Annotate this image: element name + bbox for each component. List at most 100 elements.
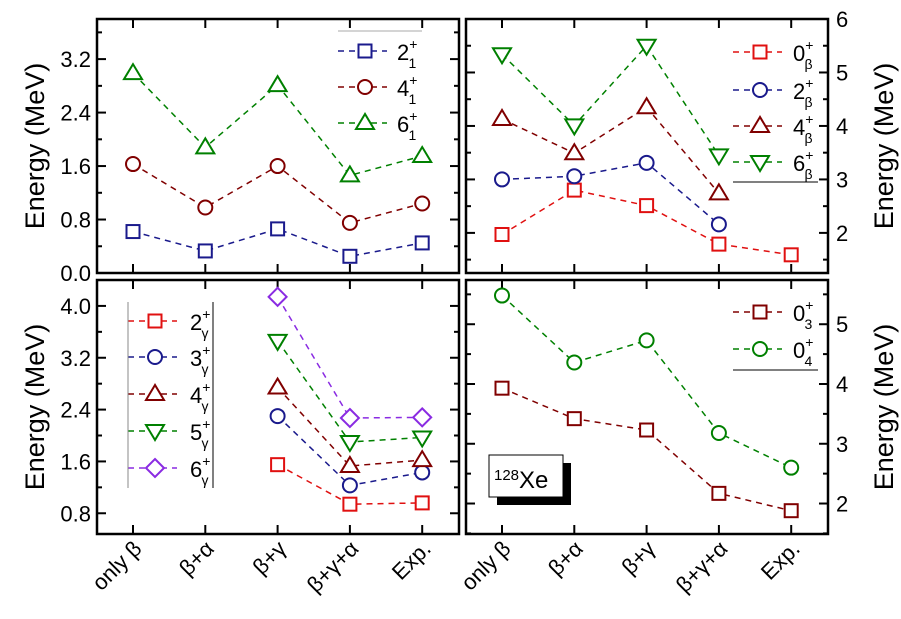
legend-label: 0+ 3 <box>793 297 813 332</box>
legend-label-sub: γ <box>201 398 208 414</box>
legend-label-sup: + <box>202 342 210 358</box>
data-point <box>270 221 286 237</box>
x-tick-label: β+γ+α <box>671 536 733 598</box>
legend-label-j: 4 <box>793 115 805 140</box>
legend-marker <box>357 79 373 95</box>
x-tick-label: only β <box>87 536 146 595</box>
legend-label: 2+ β <box>793 75 813 110</box>
legend-label-j: 6 <box>190 457 202 482</box>
legend-marker <box>147 349 163 365</box>
data-point <box>711 236 727 252</box>
data-point <box>269 408 286 425</box>
data-point <box>638 332 655 349</box>
x-tick-label: only β <box>456 536 515 595</box>
y-tick-label: 1.6 <box>60 449 91 474</box>
data-point <box>494 171 510 188</box>
y-tick-label: 3.2 <box>60 346 91 371</box>
legend-label: 4+ β <box>793 111 813 146</box>
data-point <box>270 457 286 473</box>
series-line <box>501 44 720 156</box>
series-03 <box>494 380 799 519</box>
y-tick-label: 2.4 <box>60 398 91 423</box>
data-point <box>122 62 144 81</box>
data-point <box>339 434 361 453</box>
data-point <box>339 407 361 429</box>
legend-marker <box>144 457 166 479</box>
data-point <box>125 224 141 240</box>
series-line <box>501 106 720 194</box>
data-point <box>339 164 361 183</box>
data-point <box>563 118 586 137</box>
legend-label-sup: + <box>805 75 813 91</box>
series-6γ <box>267 286 433 429</box>
legend-label-j: 2 <box>190 310 202 335</box>
y-tick-label: 4.0 <box>60 294 91 319</box>
series-line <box>276 296 423 419</box>
y-axis-title: Energy (MeV) <box>869 63 899 230</box>
legend-label-j: 6 <box>793 151 805 176</box>
legend-label: 6+ 1 <box>397 108 417 143</box>
legend-label-sub: β <box>804 166 812 182</box>
legend-marker <box>147 313 163 329</box>
legend-marker <box>357 43 373 59</box>
mass-number: 128 <box>494 467 519 484</box>
series-2γ <box>270 457 430 512</box>
series-5γ <box>266 333 433 453</box>
label-frame <box>488 454 564 498</box>
legend-marker <box>144 424 166 442</box>
data-point <box>494 380 510 396</box>
y-tick-label: 2 <box>836 221 848 246</box>
legend-marker <box>749 155 771 173</box>
y-tick-label: 3 <box>836 167 848 192</box>
data-point <box>635 96 658 115</box>
legend-label: 3+ γ <box>190 342 210 377</box>
data-point <box>269 158 286 175</box>
data-point <box>563 142 586 161</box>
data-point <box>708 182 730 201</box>
legend-label-j: 2 <box>793 79 805 104</box>
legend-label-sup: + <box>202 306 210 322</box>
series-61 <box>122 62 433 183</box>
data-point <box>491 108 513 126</box>
data-point <box>639 422 655 438</box>
data-point <box>411 145 433 164</box>
y-tick-label: 1.6 <box>60 154 91 179</box>
legend-marker <box>752 341 768 357</box>
y-tick-label: 0.8 <box>60 208 91 233</box>
legend-label: 4+ 1 <box>397 72 417 107</box>
data-point <box>411 406 433 428</box>
x-tick-label: β+α <box>174 536 219 581</box>
data-point <box>711 485 727 501</box>
data-point <box>411 430 433 449</box>
series-line <box>501 294 792 469</box>
data-point <box>125 156 141 173</box>
legend-label: 0+ 4 <box>793 334 813 369</box>
legend-marker <box>752 44 768 60</box>
y-tick-label: 4 <box>836 372 848 397</box>
legend-label: 0+ β <box>793 37 813 72</box>
data-point <box>266 333 289 352</box>
series-4β <box>491 96 730 201</box>
legend-label-sup: + <box>202 453 210 469</box>
y-tick-label: 6 <box>836 7 848 32</box>
legend-label: 6+ γ <box>190 453 210 488</box>
data-point <box>267 286 289 308</box>
legend-label-j: 2 <box>397 40 409 65</box>
data-point <box>414 464 431 481</box>
series-41 <box>125 156 431 231</box>
x-tick-label: β+α <box>543 536 588 581</box>
data-point <box>494 287 510 304</box>
series-0β <box>494 182 799 263</box>
series-6β <box>491 38 730 167</box>
plot-frame <box>464 17 830 275</box>
data-point <box>708 148 730 167</box>
panel-bottom-left: 0.8 1.6 2.4 3.2 4.0 only β β+α β+γ β+γ+α Exp. Ener… <box>20 278 461 598</box>
x-tick-label: β+γ <box>248 536 291 579</box>
legend-label-sub: γ <box>201 325 208 341</box>
x-tick-label: β+γ+α <box>302 536 364 598</box>
data-point <box>197 199 214 216</box>
data-point <box>197 243 213 259</box>
y-axis-title: Energy (MeV) <box>20 63 50 230</box>
